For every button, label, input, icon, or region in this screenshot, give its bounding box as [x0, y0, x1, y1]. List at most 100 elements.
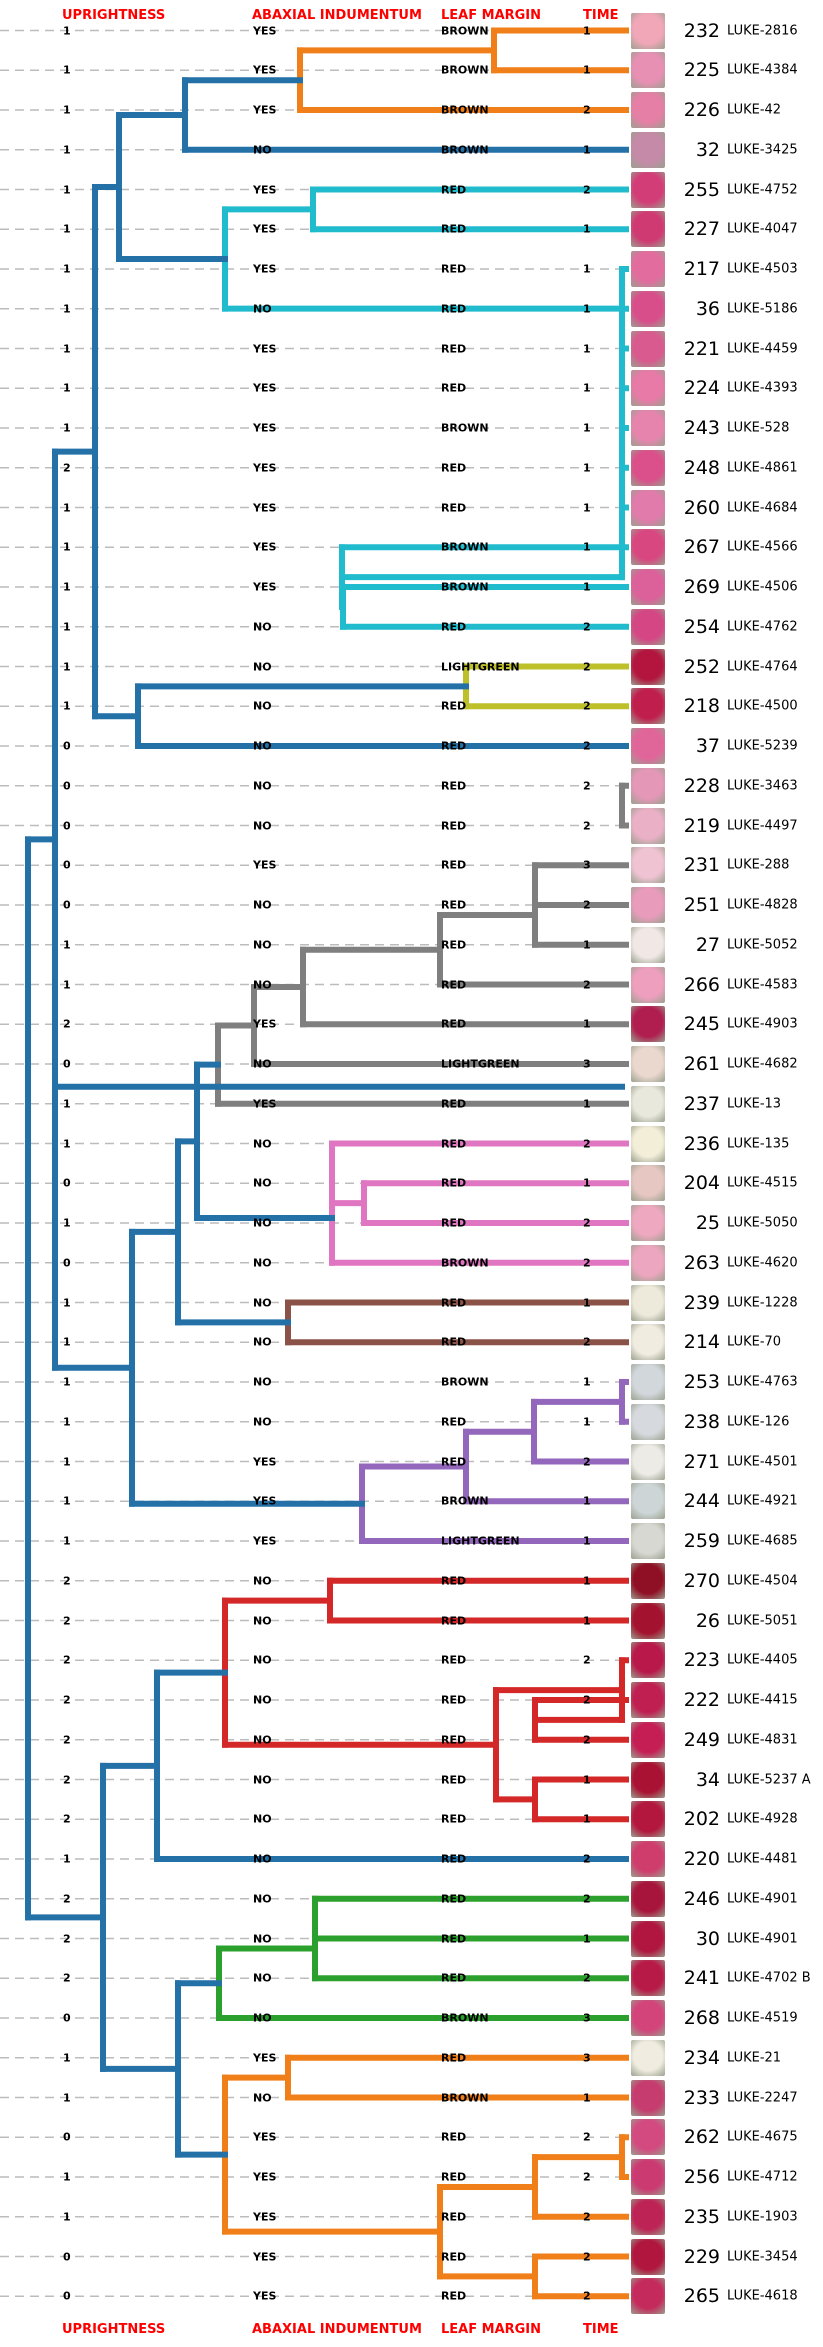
flower-thumbnail — [631, 1841, 665, 1877]
accession-label: LUKE-4506 — [727, 579, 798, 595]
leaf-margin-value: BROWN — [441, 103, 489, 117]
accession-label: LUKE-4501 — [727, 1454, 798, 1469]
abaxial-indumentum-value: NO — [253, 302, 272, 316]
accession-label: LUKE-4831 — [727, 1732, 798, 1748]
time-value: 1 — [583, 222, 591, 236]
abaxial-indumentum-value: NO — [253, 1176, 272, 1190]
leaf-margin-value: RED — [441, 1097, 467, 1111]
uprightness-value: 1 — [63, 421, 71, 435]
accession-label: LUKE-3463 — [727, 778, 798, 794]
accession-label: LUKE-528 — [727, 420, 790, 436]
uprightness-value: 0 — [63, 898, 71, 912]
leaf-margin-value: BROWN — [441, 63, 489, 77]
abaxial-indumentum-value: YES — [253, 2289, 277, 2303]
leaf-margin-value: RED — [441, 1773, 467, 1786]
time-value: 1 — [583, 63, 591, 77]
abaxial-indumentum-value: YES — [253, 2250, 277, 2263]
flower-thumbnail — [631, 807, 665, 844]
flower-thumbnail — [631, 2278, 665, 2315]
flower-thumbnail — [631, 1085, 665, 1122]
leaf-margin-value: RED — [441, 262, 467, 276]
abaxial-indumentum-value: YES — [253, 461, 277, 475]
time-value: 2 — [583, 1733, 591, 1747]
abaxial-indumentum-value: YES — [253, 2130, 277, 2144]
accession-label: LUKE-4682 — [727, 1056, 798, 1072]
abaxial-indumentum-value: YES — [253, 342, 277, 355]
sample-number: 251 — [683, 894, 720, 916]
flower-thumbnail — [631, 1523, 665, 1559]
time-value: 1 — [583, 1176, 591, 1190]
header-abaxial-top: ABAXIAL INDUMENTUM — [252, 8, 422, 23]
sample-number: 270 — [683, 1569, 720, 1592]
sample-number: 26 — [695, 1609, 720, 1632]
accession-label: LUKE-4566 — [727, 539, 798, 555]
sample-number: 268 — [683, 2007, 720, 2029]
flower-thumbnail — [631, 92, 665, 128]
accession-label: LUKE-4405 — [727, 1652, 798, 1668]
uprightness-value: 1 — [63, 2210, 71, 2224]
uprightness-value: 2 — [63, 1574, 71, 1588]
uprightness-value: 0 — [63, 2130, 71, 2144]
sample-number: 222 — [683, 1689, 720, 1711]
accession-label: LUKE-2816 — [727, 23, 798, 38]
leaf-margin-value: RED — [441, 779, 467, 793]
accession-label: LUKE-5051 — [727, 1613, 798, 1628]
leaf-margin-value: RED — [441, 2051, 467, 2065]
abaxial-indumentum-value: NO — [253, 1335, 272, 1349]
sample-number: 246 — [683, 1887, 720, 1910]
abaxial-indumentum-value: NO — [253, 1932, 272, 1945]
abaxial-indumentum-value: NO — [253, 699, 272, 713]
time-value: 3 — [583, 858, 591, 872]
sample-number: 260 — [683, 496, 720, 519]
leaf-margin-value: RED — [441, 2130, 467, 2144]
flower-thumbnail — [631, 2159, 665, 2195]
uprightness-value: 1 — [63, 1216, 71, 1230]
uprightness-value: 1 — [63, 2051, 71, 2065]
accession-label: LUKE-4393 — [727, 380, 798, 396]
flower-thumbnail — [631, 966, 665, 1003]
leaf-margin-value: RED — [441, 1017, 467, 1031]
abaxial-indumentum-value: YES — [253, 2170, 277, 2184]
time-value: 1 — [583, 1932, 591, 1945]
accession-label: LUKE-4519 — [727, 2010, 798, 2026]
abaxial-indumentum-value: NO — [253, 660, 272, 673]
time-value: 1 — [583, 1375, 591, 1389]
flower-thumbnail — [631, 2198, 665, 2235]
time-value: 1 — [583, 24, 591, 37]
flower-thumbnail — [631, 1125, 665, 1162]
abaxial-indumentum-value: NO — [253, 1375, 272, 1389]
abaxial-indumentum-value: NO — [253, 898, 272, 912]
uprightness-value: 1 — [63, 699, 71, 713]
abaxial-indumentum-value: YES — [253, 580, 277, 594]
leaf-margin-value: RED — [441, 2289, 467, 2303]
time-value: 1 — [583, 1574, 591, 1588]
uprightness-value: 1 — [63, 2091, 71, 2104]
flower-thumbnail — [631, 2039, 665, 2076]
flower-thumbnail — [631, 251, 665, 287]
time-value: 2 — [583, 1216, 591, 1230]
accession-label: LUKE-4762 — [727, 619, 798, 635]
time-value: 2 — [583, 779, 591, 793]
sample-number: 204 — [683, 1172, 720, 1195]
leaf-margin-value: RED — [441, 302, 467, 316]
accession-label: LUKE-4901 — [727, 1931, 798, 1946]
leaf-margin-value: RED — [441, 461, 467, 475]
leaf-margin-value: BROWN — [441, 2011, 489, 2025]
abaxial-indumentum-value: YES — [253, 421, 277, 435]
uprightness-value: 1 — [63, 183, 71, 196]
sample-number: 227 — [683, 218, 720, 241]
sample-number: 37 — [695, 735, 720, 757]
flower-thumbnail — [631, 370, 665, 407]
sample-number: 263 — [683, 1251, 720, 1274]
accession-label: LUKE-4503 — [727, 261, 798, 277]
leaf-margin-value: RED — [441, 898, 467, 912]
abaxial-indumentum-value: NO — [253, 1296, 272, 1309]
time-value: 2 — [583, 1852, 591, 1866]
uprightness-value: 1 — [63, 1455, 71, 1468]
abaxial-indumentum-value: YES — [253, 858, 277, 872]
sample-number: 265 — [683, 2285, 720, 2308]
uprightness-value: 1 — [63, 1852, 71, 1866]
sample-number: 202 — [683, 1808, 720, 1831]
accession-label: LUKE-4903 — [727, 1016, 798, 1032]
time-value: 2 — [583, 1693, 591, 1707]
